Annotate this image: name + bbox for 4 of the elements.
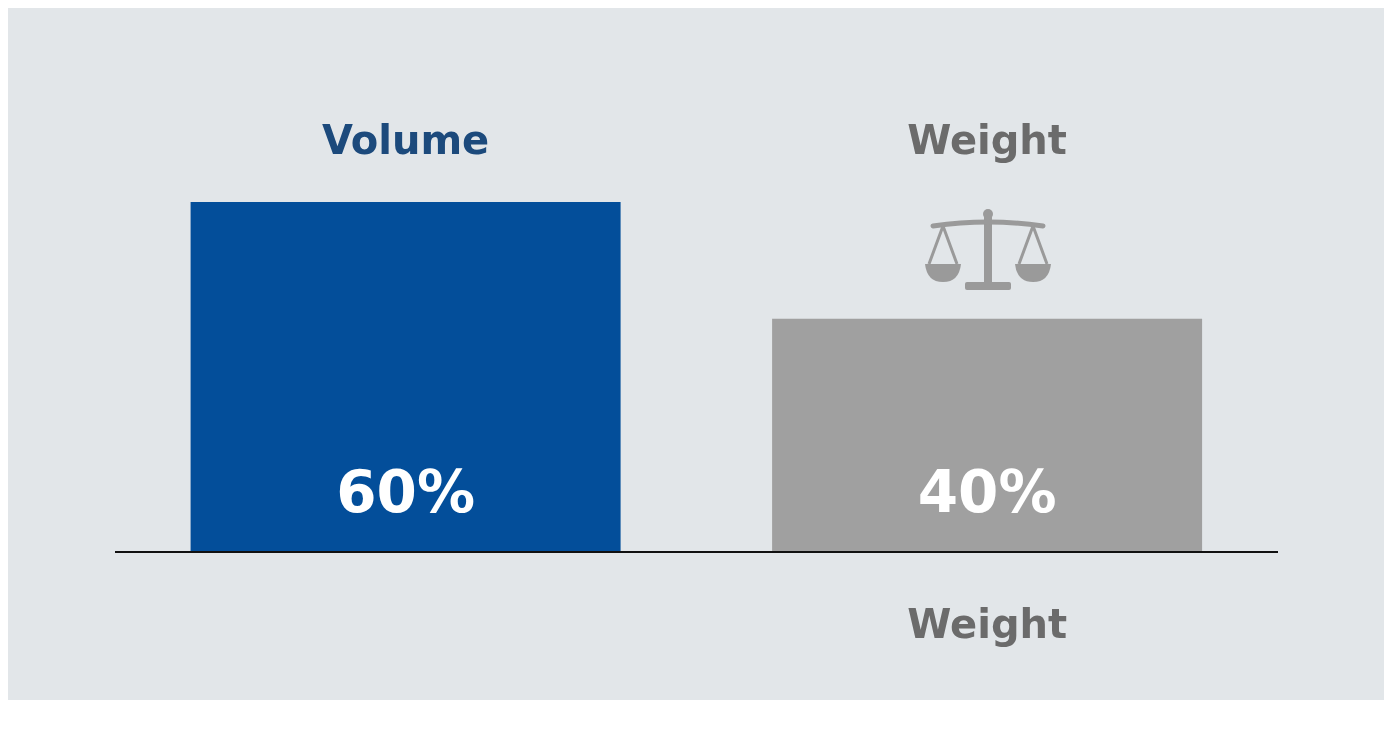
text: Volume — [321, 117, 490, 163]
data-label: 60% — [336, 458, 476, 526]
data-label: 40% — [917, 458, 1057, 526]
text: Weight — [907, 117, 1067, 163]
